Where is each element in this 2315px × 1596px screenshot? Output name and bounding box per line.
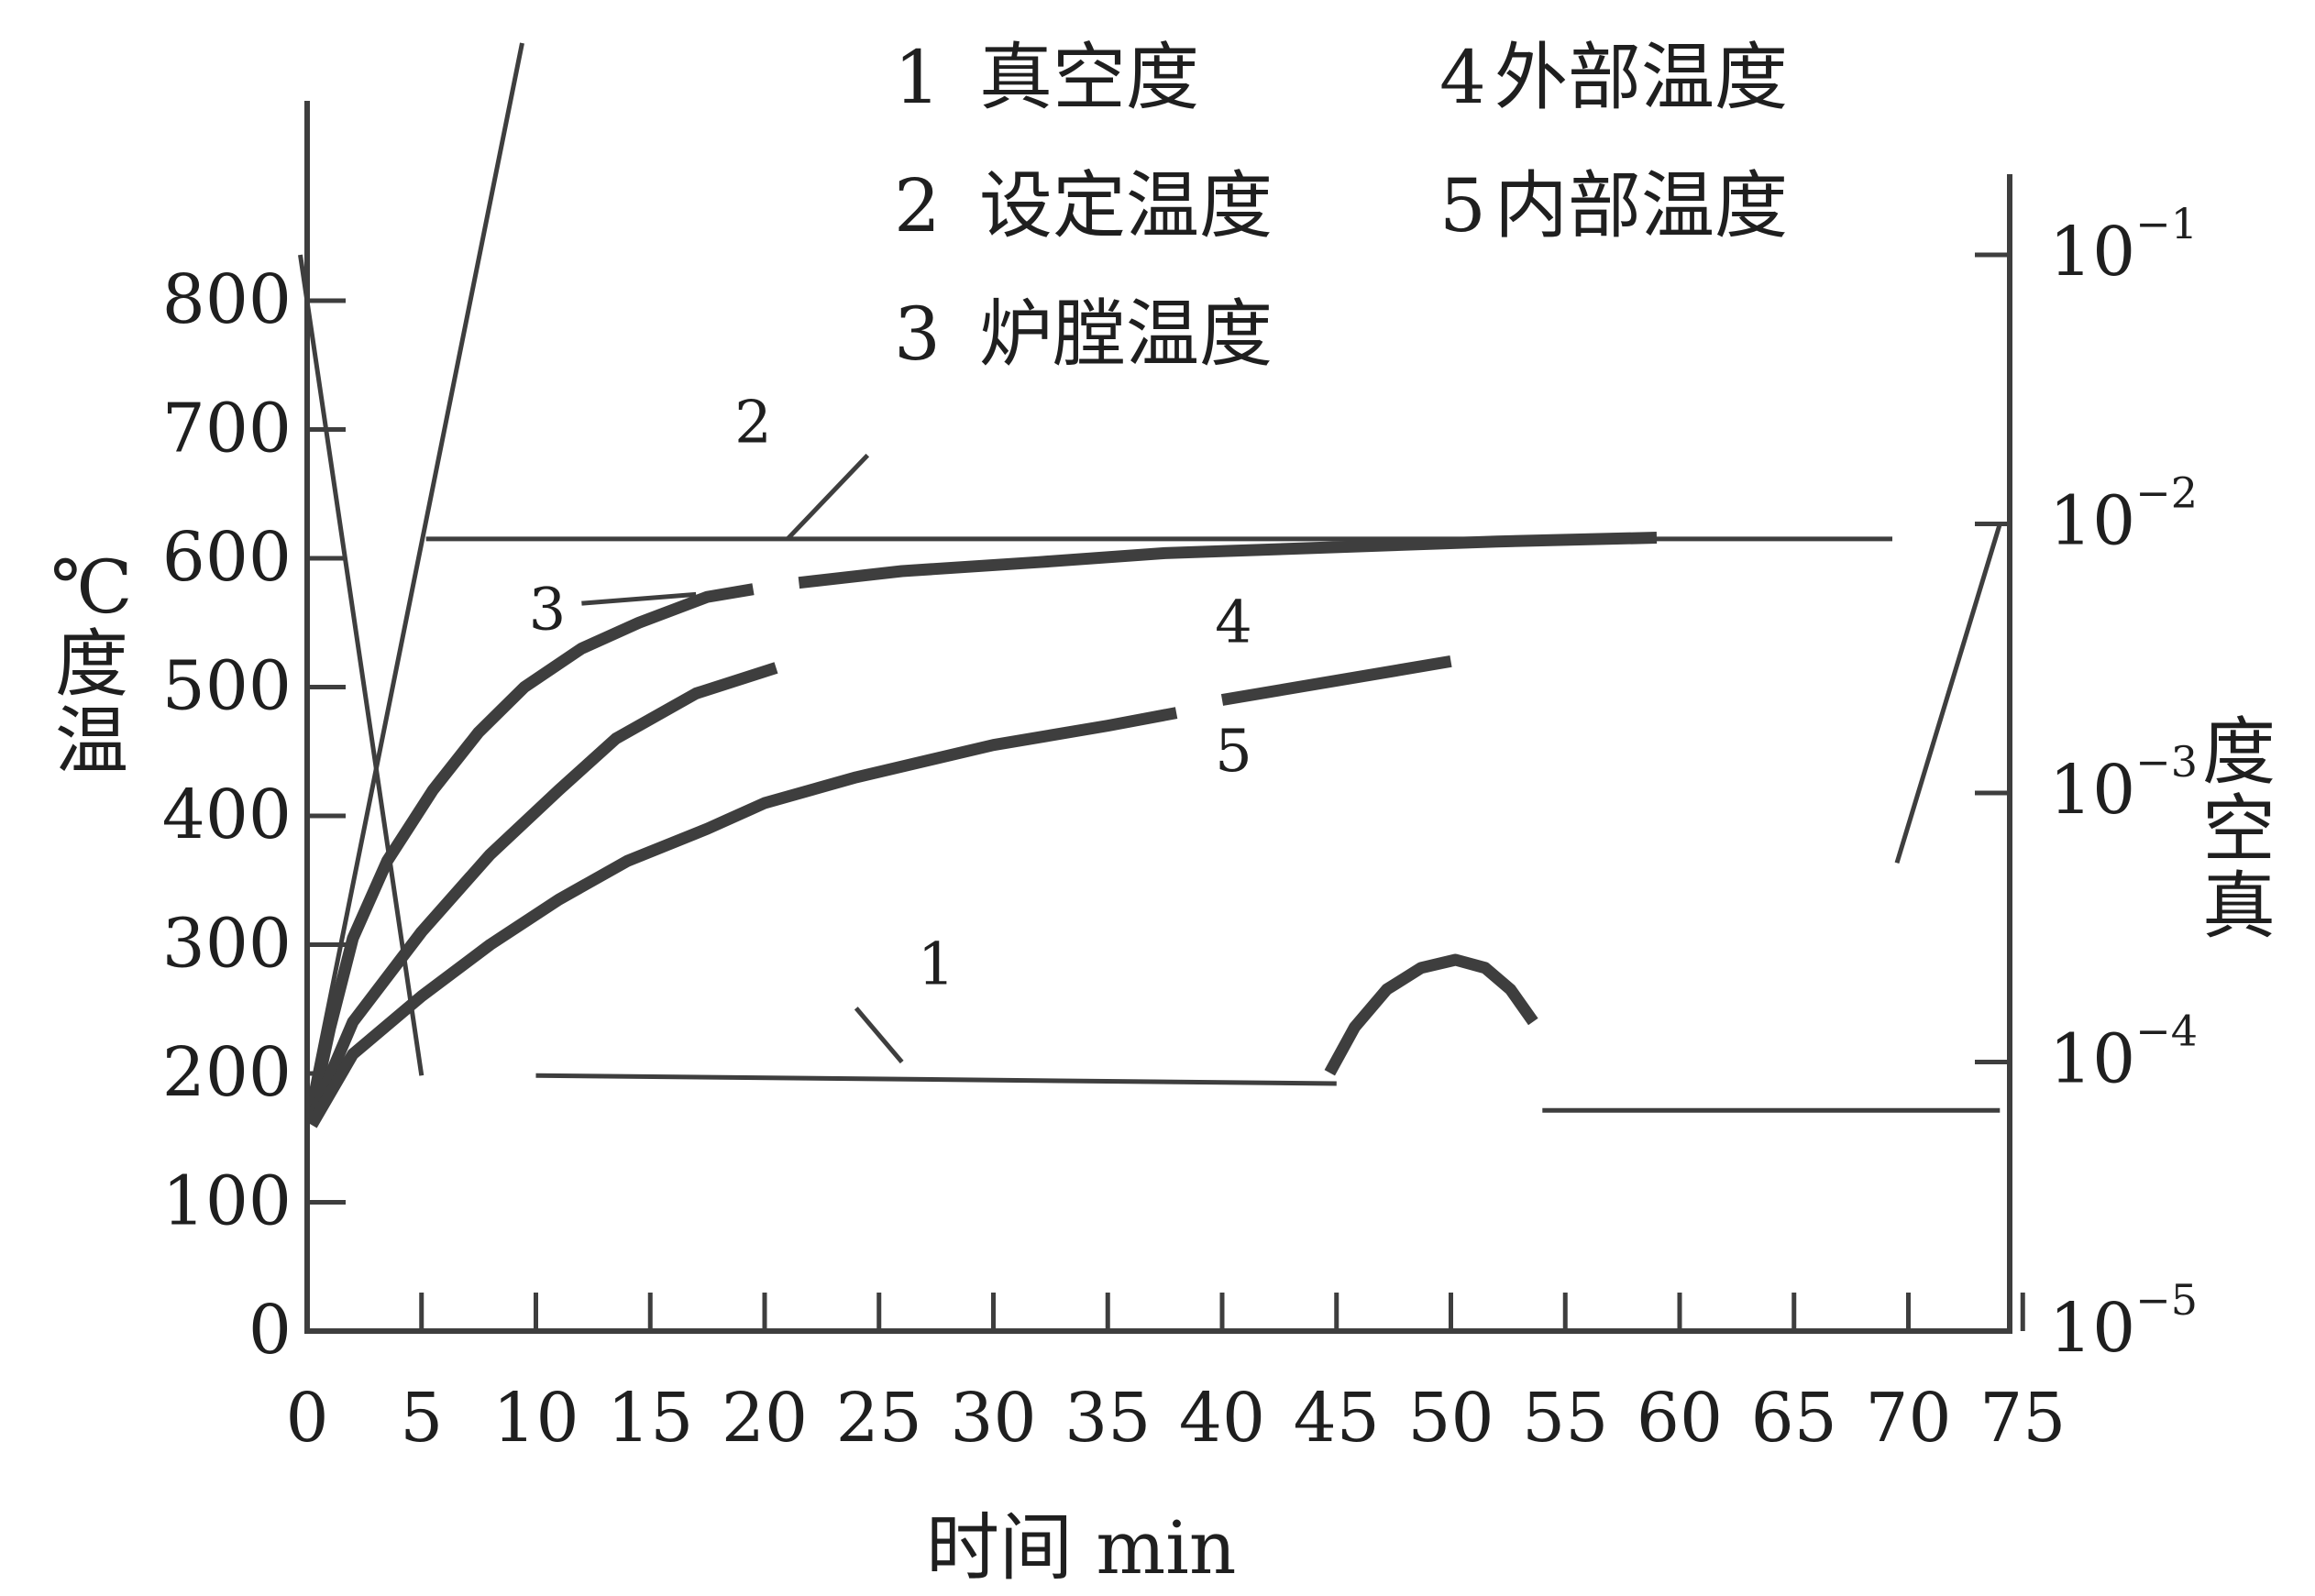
series-annotations: 1 2 3 4 5 <box>529 390 1252 1064</box>
y-tick-label-right: 10−5 <box>2049 1275 2198 1368</box>
y-tick-label-left: 100 <box>162 1162 292 1241</box>
tick-exponent: −2 <box>2135 468 2198 518</box>
y-tick-label-right: 10−4 <box>2049 1007 2198 1099</box>
series-lines <box>298 42 2002 1128</box>
axis-titles: 时间 min ℃度温 度空真 <box>50 545 2276 1590</box>
tick-exponent: −3 <box>2135 737 2198 787</box>
leader-line <box>854 1007 904 1064</box>
legend-label-3: 炉膛温度 <box>979 292 1273 377</box>
x-axis-title: 时间 min <box>926 1505 1236 1590</box>
y-tick-label-left: 0 <box>248 1291 292 1370</box>
legend-label-2: 设定温度 <box>979 163 1273 248</box>
y-tick-label-left: 700 <box>162 390 292 468</box>
series-annotation-1: 1 <box>918 930 955 998</box>
x-tick-label: 30 <box>950 1379 1036 1458</box>
x-tick-label: 70 <box>1865 1379 1951 1458</box>
x-tick-label: 60 <box>1637 1379 1723 1458</box>
y-axis-title-left-char: 度 <box>55 622 128 707</box>
legend-number-4: 4 <box>1439 35 1486 120</box>
y-axis-title-right: 度空真 <box>2202 710 2276 949</box>
axes: 0 5 10 15 20 25 30 35 40 45 50 55 60 65 70 750100200300… <box>162 101 2198 1458</box>
tick-base: 10 <box>2049 1020 2135 1099</box>
y-tick-label-right: 10−2 <box>2049 468 2198 561</box>
legend-label-1: 真空度 <box>979 35 1199 120</box>
leader-line <box>581 591 697 606</box>
x-tick-label: 75 <box>1979 1379 2066 1458</box>
y-tick-label-left: 600 <box>162 518 292 597</box>
series-annotation-2: 2 <box>734 390 772 457</box>
legend: 1 真空度 2 设定温度 3 炉膛温度 4 外部温度 5 内部温度 <box>894 35 1788 377</box>
y-axis-title-right-char: 空 <box>2202 787 2276 872</box>
y-axis-title-left-char: ℃ <box>50 545 133 630</box>
series-5-segment <box>306 707 1178 1128</box>
y-tick-label-left: 800 <box>162 260 292 339</box>
legend-entry-5: 5 内部温度 <box>1439 163 1788 248</box>
y-tick-label-right: 10−3 <box>2049 737 2198 830</box>
x-tick-label: 50 <box>1407 1379 1494 1458</box>
tick-base: 10 <box>2049 213 2135 292</box>
x-tick-label: 0 <box>285 1379 328 1458</box>
y-axis-title-left-char: 温 <box>55 699 128 784</box>
y-axis-title-right-char: 度 <box>2202 710 2276 795</box>
x-tick-label: 5 <box>400 1379 443 1458</box>
x-tick-label: 20 <box>722 1379 808 1458</box>
series-1-segment <box>1894 523 2002 864</box>
legend-number-1: 1 <box>894 35 941 120</box>
legend-entry-2: 2 设定温度 <box>894 163 1273 248</box>
x-tick-label: 55 <box>1522 1379 1608 1458</box>
x-tick-label: 15 <box>607 1379 693 1458</box>
series-2-segment <box>304 42 524 1113</box>
x-tick-label: 45 <box>1294 1379 1380 1458</box>
legend-label-5: 内部温度 <box>1494 163 1788 248</box>
x-tick-label: 35 <box>1064 1379 1151 1458</box>
series-3-segment <box>798 532 1658 589</box>
x-tick-label: 25 <box>836 1379 922 1458</box>
series-annotation-4: 4 <box>1215 589 1252 656</box>
series-3-segment <box>305 583 755 1114</box>
legend-label-4: 外部温度 <box>1494 35 1788 120</box>
series-4-segment <box>306 662 778 1121</box>
y-tick-label-right: 10−1 <box>2049 199 2198 292</box>
tick-exponent: −1 <box>2135 199 2198 248</box>
series-1-segment <box>535 1073 1337 1086</box>
y-axis-title-right-char: 真 <box>2202 864 2276 949</box>
series-1-segment <box>298 254 424 1076</box>
legend-entry-3: 3 炉膛温度 <box>894 292 1273 377</box>
tick-base: 10 <box>2049 751 2135 830</box>
x-tick-label: 65 <box>1751 1379 1837 1458</box>
series-1-segment <box>1324 953 1538 1076</box>
series-annotation-3: 3 <box>529 576 567 644</box>
x-tick-label: 10 <box>492 1379 579 1458</box>
tick-exponent: −5 <box>2135 1275 2198 1325</box>
legend-number-3: 3 <box>894 292 941 377</box>
legend-number-5: 5 <box>1439 163 1486 248</box>
y-tick-label-left: 300 <box>162 905 292 984</box>
y-axis-title-left: ℃度温 <box>50 545 133 784</box>
y-tick-label-left: 400 <box>162 776 292 854</box>
legend-number-2: 2 <box>894 163 941 248</box>
legend-entry-1: 1 真空度 <box>894 35 1199 120</box>
series-4-segment <box>1220 655 1452 706</box>
legend-entry-4: 4 外部温度 <box>1439 35 1788 120</box>
series-annotation-5: 5 <box>1215 718 1252 786</box>
leader-line <box>786 453 870 541</box>
tick-base: 10 <box>2049 1289 2135 1368</box>
tick-base: 10 <box>2049 482 2135 561</box>
y-tick-label-left: 200 <box>162 1033 292 1112</box>
y-tick-label-left: 500 <box>162 647 292 726</box>
tick-exponent: −4 <box>2135 1007 2198 1056</box>
x-tick-label: 40 <box>1179 1379 1265 1458</box>
